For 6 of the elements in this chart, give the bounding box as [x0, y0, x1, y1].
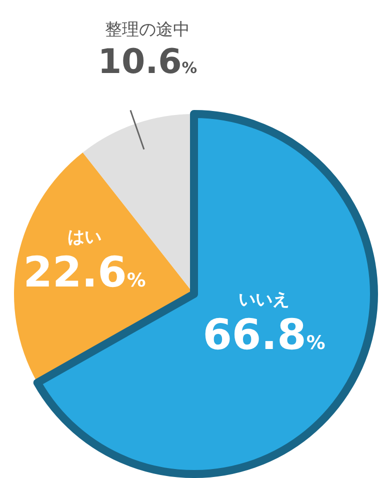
- slice-label: はい: [68, 227, 102, 248]
- data-label: 10.6%: [98, 42, 198, 82]
- data-label: 22.6%: [23, 247, 146, 296]
- data-label: 66.8%: [202, 310, 326, 359]
- slice-label: いいえ: [238, 290, 290, 310]
- slice-label: 整理の途中: [105, 20, 190, 40]
